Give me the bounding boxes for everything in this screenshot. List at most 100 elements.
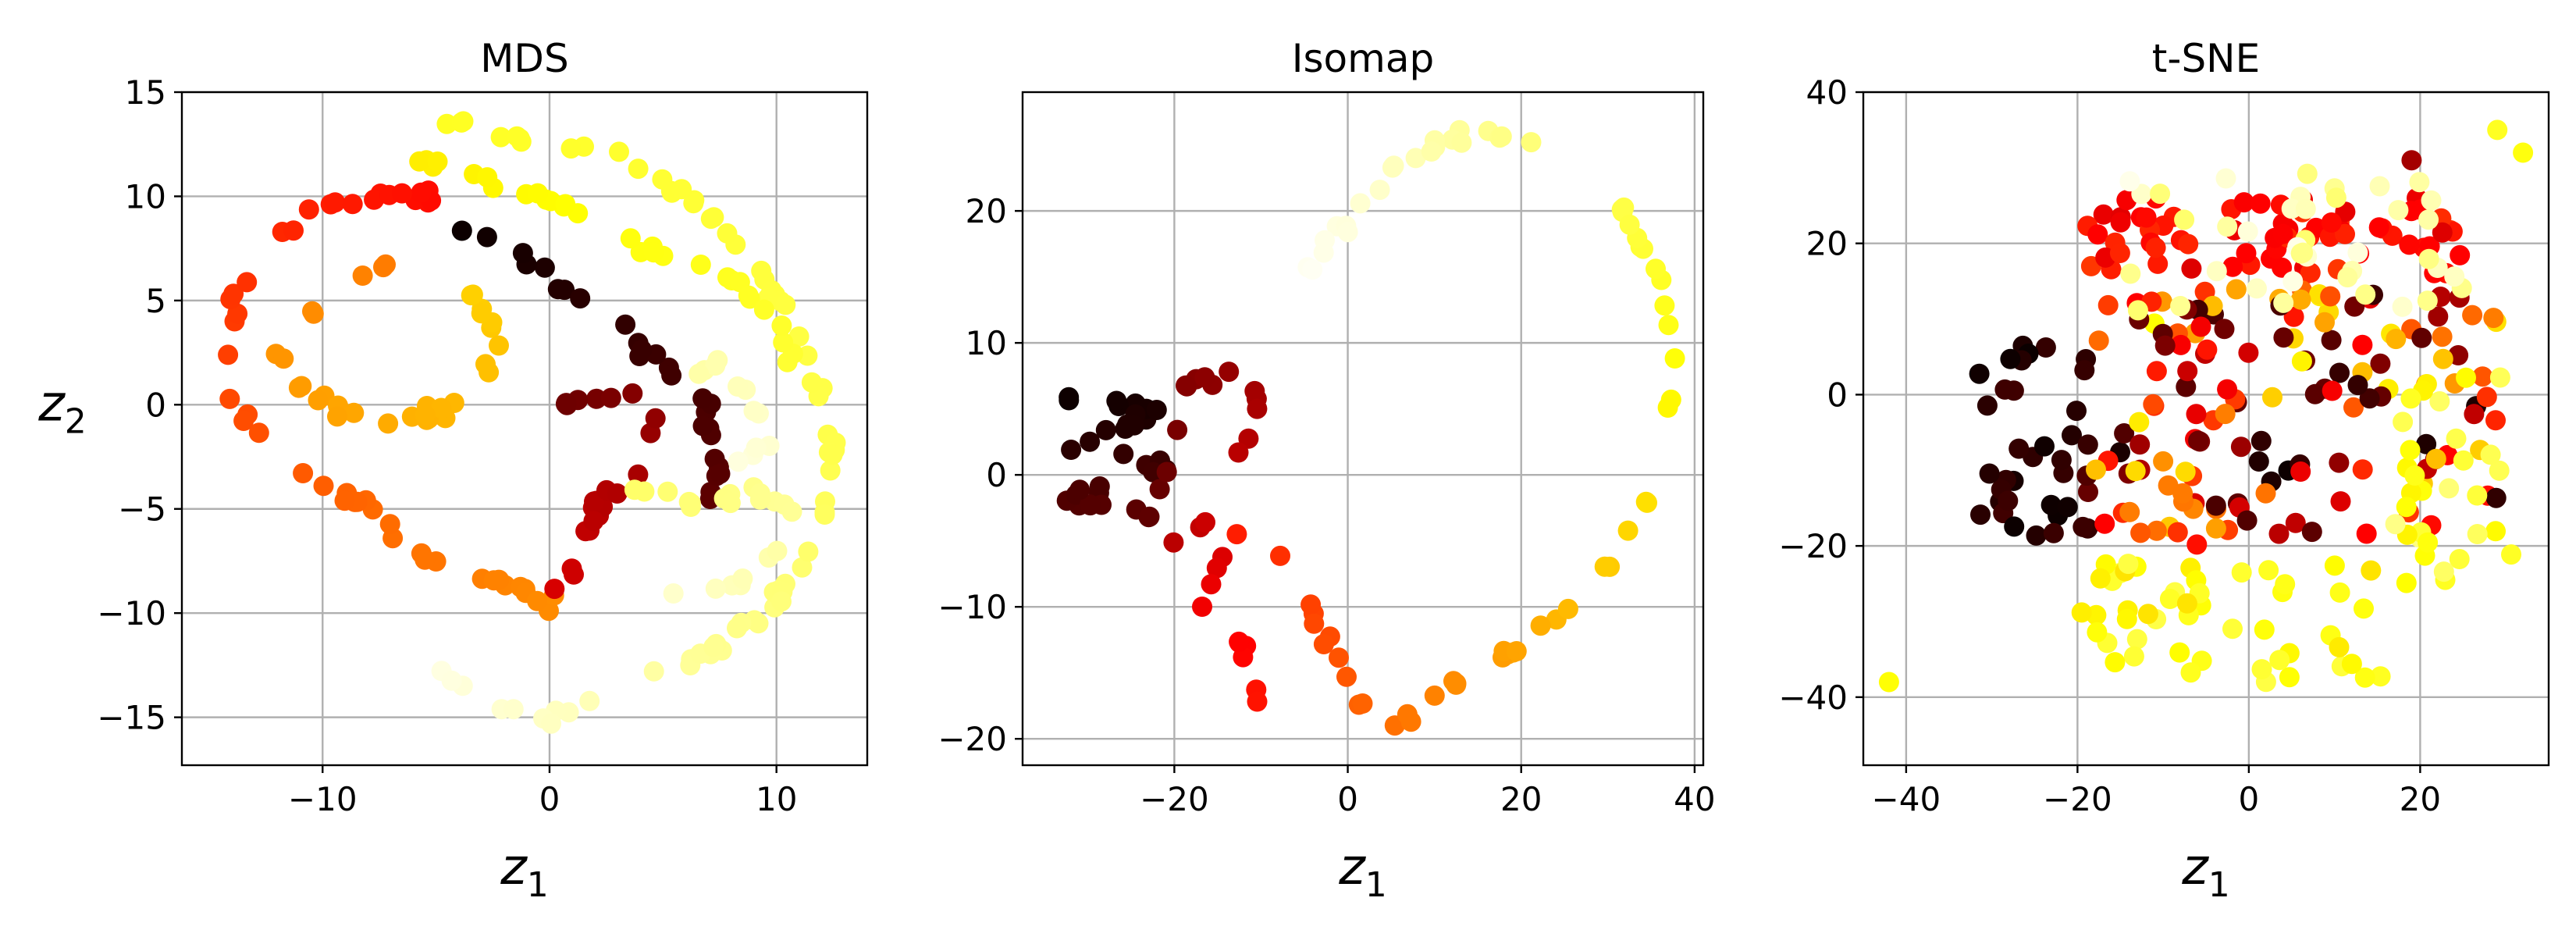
tsne-point-297 — [2370, 666, 2391, 687]
tsne-point-313 — [2087, 622, 2108, 643]
mds-point-104 — [223, 283, 244, 305]
tsne-point-325 — [2231, 562, 2252, 583]
mds-point-81 — [313, 476, 334, 497]
mds-point-67 — [441, 670, 462, 691]
tsne-point-9 — [2093, 204, 2114, 225]
tsne-point-221 — [2226, 279, 2247, 300]
isomap-point-89 — [1557, 598, 1578, 619]
mds-point-178 — [710, 463, 731, 484]
mds-points — [218, 111, 846, 734]
isomap-point-71 — [1300, 594, 1322, 615]
tsne-point-237 — [2143, 394, 2164, 415]
tsne-point-115 — [2285, 512, 2306, 533]
tsne-point-312 — [2071, 602, 2092, 623]
mds-point-102 — [218, 344, 239, 365]
tsne-point-64 — [2272, 223, 2293, 244]
mds-point-221 — [749, 483, 770, 504]
mds-point-16 — [652, 169, 673, 190]
isomap-point-83 — [1646, 258, 1666, 280]
tsne-point-104 — [2057, 497, 2078, 518]
mds-point-80 — [283, 220, 304, 241]
isomap-point-74 — [1352, 693, 1373, 714]
tsne-point-225 — [2119, 501, 2140, 522]
mds-point-167 — [547, 279, 568, 300]
tsne-point-342 — [2269, 650, 2290, 671]
mds-point-32 — [775, 294, 796, 315]
tsne-xtick-label-0: −40 — [1872, 780, 1941, 818]
tsne-ytick-label-1: −20 — [1778, 527, 1848, 565]
isomap-point-39 — [1176, 375, 1196, 396]
isomap-x-axis-label-sub: 1 — [1365, 865, 1387, 905]
tsne-x-axis-label-main: z — [2181, 839, 2209, 896]
tsne-point-378 — [2401, 150, 2422, 171]
tsne-point-69 — [2432, 222, 2453, 243]
isomap-point-94 — [1657, 397, 1678, 418]
isomap-point-102 — [1619, 214, 1640, 235]
tsne-point-159 — [2236, 510, 2258, 531]
isomap-points — [1056, 119, 1685, 736]
mds-point-153 — [534, 257, 555, 278]
isomap-ytick-label-2: 0 — [986, 456, 1007, 494]
mds-point-233 — [705, 355, 726, 376]
tsne-point-246 — [2347, 375, 2368, 396]
mds-y-axis-label-main: z — [37, 375, 66, 433]
tsne-ytick-label-2: 0 — [1827, 376, 1848, 414]
mds-point-26 — [609, 141, 629, 162]
isomap-point-111 — [1350, 193, 1371, 214]
mds-point-9 — [436, 113, 457, 134]
tsne-point-223 — [2485, 410, 2506, 431]
tsne-point-260 — [2347, 242, 2368, 263]
mds-point-254 — [409, 151, 430, 172]
tsne-point-328 — [2159, 589, 2180, 609]
isomap-xtick-label-0: −20 — [1140, 780, 1209, 818]
tsne-xtick-label-1: −20 — [2043, 780, 2112, 818]
isomap-point-30 — [1123, 415, 1144, 436]
tsne-point-273 — [2282, 271, 2304, 292]
tsne-point-374 — [2396, 572, 2417, 593]
tsne-point-372 — [2404, 465, 2425, 486]
tsne-point-238 — [2230, 436, 2251, 458]
isomap-point-42 — [1219, 362, 1240, 383]
tsne-point-259 — [2409, 172, 2430, 193]
tsne-point-330 — [2105, 652, 2126, 673]
mds-point-144 — [479, 362, 500, 383]
tsne-point-263 — [2127, 300, 2148, 321]
mds-point-108 — [219, 388, 240, 409]
mds-point-63 — [814, 504, 835, 525]
mds-point-111 — [325, 192, 346, 213]
tsne-point-352 — [2467, 524, 2488, 544]
tsne-point-270 — [2388, 200, 2409, 221]
tsne-point-324 — [2090, 568, 2111, 589]
isomap-point-96 — [1654, 295, 1675, 316]
mds-point-118 — [237, 272, 258, 293]
mds-y-axis-label: z2 — [37, 375, 87, 441]
tsne-point-290 — [2418, 209, 2439, 230]
mds-point-191 — [544, 579, 565, 600]
tsne-point-183 — [2352, 334, 2373, 355]
tsne-point-153 — [2432, 348, 2453, 369]
tsne-point-285 — [2237, 221, 2258, 242]
tsne-point-95 — [2043, 522, 2064, 543]
mds-point-163 — [570, 288, 591, 309]
mds-point-190 — [645, 408, 666, 429]
mds-point-152 — [273, 348, 294, 369]
tsne-point-291 — [2355, 284, 2376, 305]
mds-point-262 — [477, 167, 498, 188]
isomap-point-45 — [1247, 398, 1268, 419]
tsne-point-292 — [2174, 209, 2195, 230]
tsne-point-283 — [2120, 263, 2141, 284]
tsne-point-90 — [1994, 379, 2016, 400]
isomap-point-75 — [1313, 634, 1334, 654]
tsne-point-175 — [2248, 451, 2269, 472]
mds-point-235 — [728, 451, 749, 472]
tsne-point-49 — [2399, 234, 2420, 255]
mds-point-115 — [483, 570, 504, 591]
mds-point-184 — [622, 383, 643, 404]
isomap-point-21 — [1059, 387, 1080, 408]
tsne-point-262 — [2206, 261, 2227, 282]
mds-ytick-label-4: 5 — [145, 282, 166, 320]
mds-point-29 — [671, 179, 692, 200]
tsne-point-298 — [2354, 598, 2374, 619]
mds-point-175 — [512, 243, 533, 264]
tsne-point-89 — [2066, 401, 2087, 422]
